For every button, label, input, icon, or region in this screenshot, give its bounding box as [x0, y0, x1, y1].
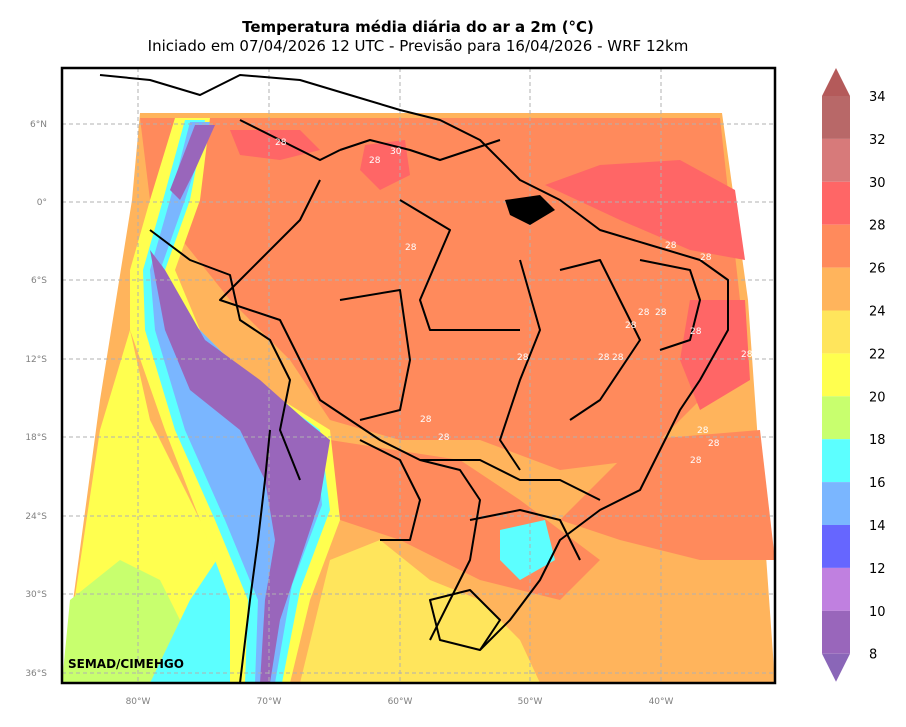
colorbar-segment	[822, 181, 850, 225]
lon-label: 80°W	[126, 697, 151, 707]
contour-label: 28	[690, 456, 702, 466]
colorbar-segment	[822, 439, 850, 483]
colorbar-label: 26	[869, 262, 886, 277]
lat-label: 30°S	[25, 590, 47, 600]
colorbar-label: 22	[869, 347, 886, 362]
coastline-north	[99, 74, 729, 651]
credit-label: SEMAD/CIMEHGO	[68, 657, 184, 671]
colorbar-segment	[822, 482, 850, 525]
colorbar-segment	[822, 353, 850, 397]
lon-label: 60°W	[388, 697, 413, 707]
colorbar-arrow-bottom	[822, 653, 850, 682]
map-title: Temperatura média diária do ar a 2m (°C)	[242, 18, 594, 36]
zone-yellow-pampas	[300, 540, 540, 683]
contour-label: 28	[275, 138, 287, 148]
contour-label: 28	[638, 308, 650, 318]
lon-label: 40°W	[649, 697, 674, 707]
contour-label: 28	[612, 353, 624, 363]
colorbar-segment	[822, 310, 850, 354]
border-venezuela	[239, 119, 341, 161]
border-states-1	[399, 199, 520, 331]
border-guianas	[339, 139, 501, 161]
contour-label: 28	[405, 243, 417, 253]
map-field	[62, 68, 775, 683]
colorbar-label: 24	[869, 305, 886, 320]
border-peru-bolivia	[149, 229, 301, 481]
lat-label: 24°S	[25, 512, 47, 522]
colorbar: 34 32 30 28 26 24 22 20 18 16 14 12 10 8	[822, 68, 886, 682]
zone-cyan-southeast	[500, 520, 555, 580]
borders	[99, 74, 729, 683]
colorbar-label: 14	[869, 519, 886, 534]
contour-label: 28	[655, 308, 667, 318]
lat-label: 12°S	[25, 355, 47, 365]
contour-label: 28	[517, 353, 529, 363]
contour-label: 30	[390, 147, 402, 157]
colorbar-segment	[822, 138, 850, 182]
zone-warm-east	[560, 430, 775, 560]
border-states-3	[559, 259, 641, 421]
colorbar-segment	[822, 267, 850, 311]
border-uruguay	[429, 589, 501, 651]
border-paraguay	[359, 439, 421, 541]
lon-label: 70°W	[257, 697, 282, 707]
longitude-labels: 80°W 70°W 60°W 50°W 40°W	[126, 697, 674, 707]
border-states-7	[339, 289, 411, 421]
colorbar-label: 16	[869, 476, 886, 491]
lat-label: 36°S	[25, 669, 47, 679]
colorbar-label: 20	[869, 390, 886, 405]
zone-hot-guiana	[360, 140, 410, 190]
colorbar-segment	[822, 396, 850, 440]
contour-label: 28	[741, 350, 753, 360]
lon-label: 50°W	[518, 697, 543, 707]
colorbar-segment	[822, 96, 850, 139]
lat-label: 6°N	[30, 120, 47, 130]
latitude-labels: 6°N 0° 6°S 12°S 18°S 24°S 30°S 36°S	[25, 120, 47, 679]
colorbar-label: 32	[869, 133, 886, 148]
colorbar-label: 10	[869, 605, 886, 620]
contour-labels: 28 30 28 28 28 28 28 28 28 28 28 28 28 2…	[275, 138, 753, 466]
map-frame	[60, 66, 777, 685]
colorbar-segment	[822, 525, 850, 568]
colorbar-arrow-top	[822, 68, 850, 96]
colorbar-segment	[822, 610, 850, 654]
contour-label: 28	[690, 327, 702, 337]
border-states-5	[420, 459, 601, 501]
zone-hot-north	[230, 130, 320, 160]
colorbar-label: 12	[869, 562, 886, 577]
colorbar-label: 8	[869, 648, 877, 663]
map-subtitle: Iniciado em 07/04/2026 12 UTC - Previsão…	[147, 37, 689, 55]
contour-label: 28	[420, 415, 432, 425]
colorbar-segment	[822, 567, 850, 611]
contour-label: 28	[665, 241, 677, 251]
andes-purple-core	[150, 250, 330, 683]
colorbar-label: 34	[869, 90, 886, 105]
contour-label: 28	[625, 321, 637, 331]
lat-label: 0°	[37, 198, 47, 208]
colorbar-segment	[822, 224, 850, 268]
gridlines	[62, 68, 775, 683]
border-argentina-chile	[239, 429, 271, 683]
contour-label: 28	[708, 439, 720, 449]
contour-label: 28	[369, 156, 381, 166]
colorbar-label: 30	[869, 176, 886, 191]
border-brazil-west	[219, 179, 481, 641]
border-states-4	[639, 259, 701, 351]
contour-label: 28	[598, 353, 610, 363]
andes-purple-north	[170, 125, 215, 200]
colorbar-label: 18	[869, 433, 886, 448]
zone-hot-northeast	[545, 160, 745, 260]
lat-label: 6°S	[31, 276, 47, 286]
lat-label: 18°S	[25, 433, 47, 443]
amazon-delta	[505, 195, 555, 225]
border-states-2	[499, 259, 541, 471]
contour-label: 28	[700, 253, 712, 263]
colorbar-label: 28	[869, 219, 886, 234]
contour-label: 28	[697, 426, 709, 436]
contour-label: 28	[438, 433, 450, 443]
border-states-6	[469, 509, 581, 561]
